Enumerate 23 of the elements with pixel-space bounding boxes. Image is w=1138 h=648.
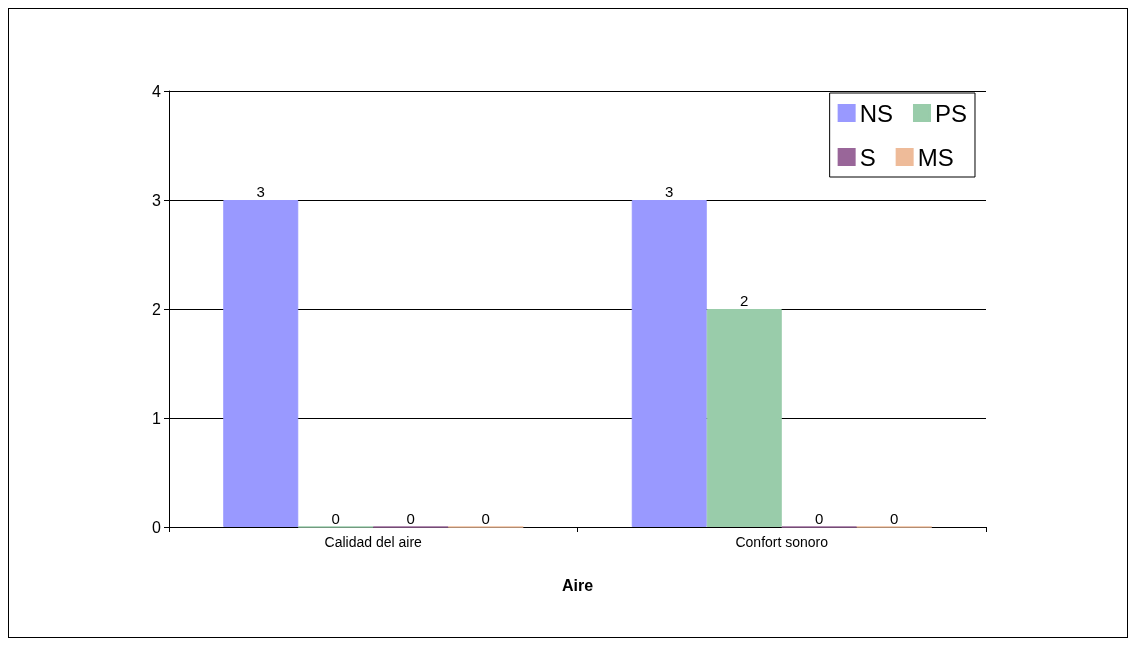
y-tick-label: 1 <box>152 409 162 427</box>
data-label: 0 <box>890 509 899 527</box>
legend-label: S <box>859 143 876 171</box>
y-tick-label: 0 <box>152 518 162 536</box>
data-label: 0 <box>815 509 824 527</box>
data-label: 0 <box>331 509 340 527</box>
x-axis-title: Aire <box>561 576 594 594</box>
legend-label: PS <box>934 99 967 127</box>
x-tick-label: Calidad del aire <box>324 534 423 550</box>
data-label: 2 <box>740 292 749 309</box>
x-tick-label: Confort sonoro <box>735 534 829 550</box>
y-tick-label: 4 <box>152 82 162 100</box>
bar <box>706 309 782 527</box>
data-label: 0 <box>406 509 415 527</box>
y-tick-label: 3 <box>152 191 162 209</box>
bar <box>223 200 299 527</box>
legend-label: MS <box>917 143 954 171</box>
bar <box>631 200 707 527</box>
data-label: 3 <box>665 183 674 200</box>
data-label: 3 <box>256 183 265 200</box>
legend-label: NS <box>859 99 893 127</box>
y-tick-label: 2 <box>152 300 162 318</box>
data-label: 0 <box>481 509 490 527</box>
